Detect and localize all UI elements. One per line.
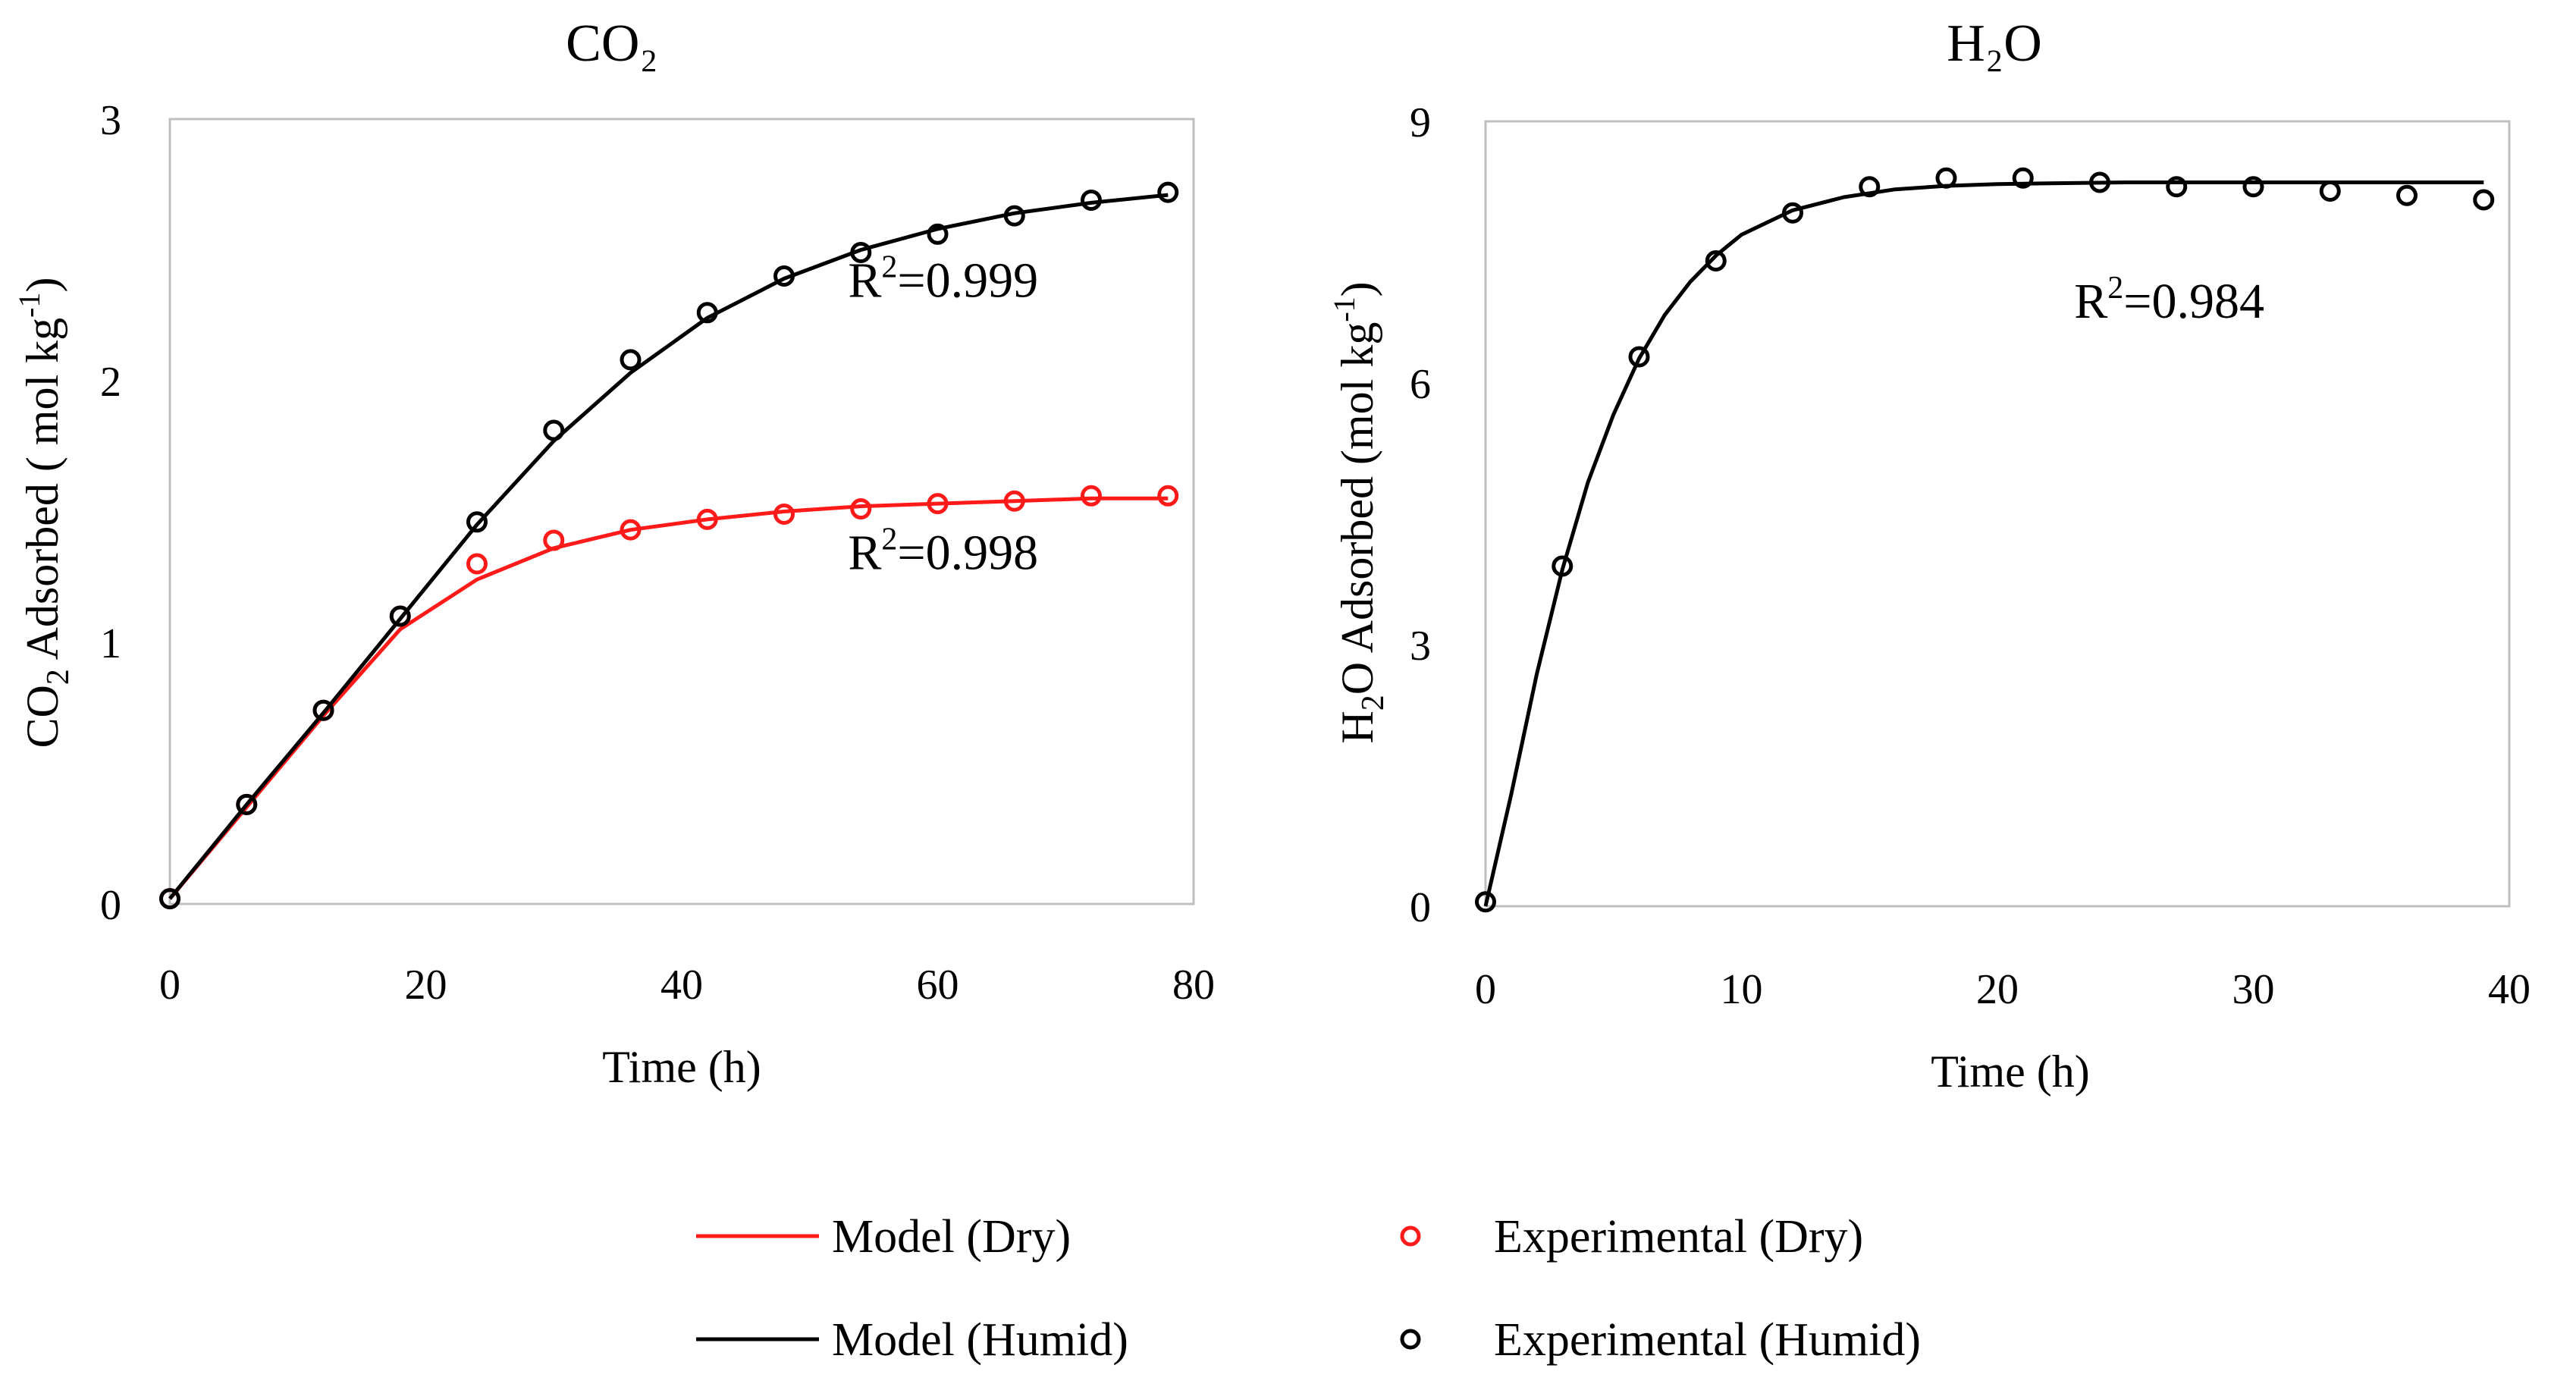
co2-experimental-dry-point — [850, 498, 872, 520]
h2o-x-tick-label: 40 — [2488, 966, 2531, 1013]
legend-item-model-humid: Model (Humid) — [696, 1314, 1128, 1366]
co2-experimental-humid-point — [620, 349, 642, 371]
h2o-chart: H₂O 0 3 6 9 0 10 20 30 40 R2=0.984 Time (h) H2O… — [1327, 14, 2531, 1097]
h2o-y-tick-label: 9 — [1410, 99, 1431, 146]
co2-experimental-points — [159, 181, 1179, 910]
h2o-x-axis-label: Time (h) — [1931, 1047, 2089, 1097]
co2-experimental-humid-point — [1003, 205, 1025, 227]
legend-label-model-dry: Model (Dry) — [832, 1211, 1071, 1263]
co2-model-humid-line — [168, 193, 1169, 900]
co2-experimental-humid-point — [927, 223, 949, 245]
co2-experimental-humid-point — [543, 419, 565, 441]
co2-x-tick-label: 0 — [159, 962, 180, 1009]
co2-annotations: R2=0.999 R2=0.998 — [848, 250, 1038, 581]
co2-x-tick-label: 60 — [917, 962, 959, 1009]
co2-experimental-dry-point — [773, 503, 795, 525]
h2o-experimental-humid-point — [1782, 202, 1803, 224]
co2-experimental-humid-point — [389, 605, 411, 627]
co2-model-dry-line — [168, 496, 1169, 900]
co2-x-tick-label: 20 — [405, 962, 447, 1009]
co2-y-tick-label: 2 — [100, 359, 121, 406]
co2-experimental-dry-point — [927, 493, 949, 515]
h2o-experimental-humid-point — [2166, 176, 2188, 198]
h2o-experimental-humid-point — [1705, 250, 1727, 271]
h2o-x-tick-label: 30 — [2232, 966, 2275, 1013]
h2o-experimental-humid-point — [2089, 171, 2110, 193]
co2-plot-frame — [168, 118, 1195, 905]
co2-experimental-dry-point — [543, 529, 565, 551]
h2o-experimental-humid-point — [2319, 180, 2341, 202]
h2o-y-tick-label: 6 — [1410, 361, 1431, 408]
h2o-experimental-humid-point — [2396, 184, 2418, 206]
co2-experimental-humid-point — [850, 241, 872, 263]
h2o-x-tick-labels: 0 10 20 30 40 — [1475, 966, 2531, 1013]
legend-label-model-humid: Model (Humid) — [832, 1314, 1128, 1366]
h2o-r2-annotation: R2=0.984 — [2074, 271, 2264, 329]
h2o-experimental-humid-point — [1475, 891, 1496, 913]
co2-experimental-dry-point — [620, 519, 642, 541]
h2o-experimental-humid-point — [1935, 167, 1957, 189]
co2-x-tick-label: 80 — [1172, 962, 1215, 1009]
co2-experimental-humid-point — [312, 699, 334, 721]
legend-item-experimental-humid: Experimental (Humid) — [1400, 1314, 1921, 1366]
co2-y-tick-label: 0 — [100, 882, 121, 929]
co2-experimental-dry-point — [1081, 485, 1102, 507]
co2-y-tick-label: 1 — [100, 620, 121, 667]
h2o-y-axis-label: H2O Adsorbed (mol kg-1) — [1327, 281, 1391, 743]
co2-y-tick-label: 3 — [100, 97, 121, 144]
h2o-experimental-points — [1475, 167, 2495, 913]
h2o-experimental-humid-point — [1552, 555, 1574, 577]
h2o-x-tick-label: 0 — [1475, 966, 1496, 1013]
legend-item-experimental-dry: Experimental (Dry) — [1400, 1211, 1863, 1263]
co2-experimental-humid-point — [236, 793, 258, 815]
h2o-experimental-humid-point — [1628, 346, 1650, 368]
h2o-annotations: R2=0.984 — [2074, 271, 2264, 329]
co2-x-axis-label: Time (h) — [602, 1042, 761, 1092]
h2o-model-lines — [1483, 180, 2484, 907]
co2-chart: CO₂ 0 1 2 3 0 20 40 60 80 R2=0.999 R2=0.998 Time… — [12, 14, 1215, 1092]
h2o-experimental-humid-point — [2242, 176, 2264, 198]
h2o-plot-frame — [1484, 120, 2511, 908]
h2o-experimental-humid-point — [2012, 167, 2034, 189]
co2-experimental-dry-point — [1157, 485, 1179, 507]
co2-model-lines — [168, 193, 1169, 900]
h2o-experimental-humid-point — [1859, 176, 1881, 198]
co2-r2-annotation: R2=0.999 — [848, 250, 1038, 309]
legend-label-experimental-humid: Experimental (Humid) — [1494, 1314, 1921, 1366]
co2-y-tick-labels: 0 1 2 3 — [100, 97, 121, 929]
h2o-experimental-humid-point — [2473, 189, 2495, 211]
co2-x-tick-labels: 0 20 40 60 80 — [159, 962, 1215, 1009]
co2-chart-title: CO₂ — [566, 14, 658, 73]
h2o-chart-title: H₂O — [1947, 14, 2042, 73]
legend-marker-dry — [1400, 1225, 1421, 1247]
legend-marker-humid — [1400, 1329, 1421, 1350]
co2-experimental-dry-point — [466, 553, 488, 575]
h2o-x-tick-label: 20 — [1976, 966, 2019, 1013]
h2o-y-tick-labels: 0 3 6 9 — [1410, 99, 1431, 931]
co2-x-tick-label: 40 — [660, 962, 703, 1009]
legend: Model (Dry) Experimental (Dry) Model (Hu… — [696, 1211, 1921, 1366]
h2o-x-tick-label: 10 — [1721, 966, 1763, 1013]
legend-label-experimental-dry: Experimental (Dry) — [1494, 1211, 1863, 1263]
co2-experimental-humid-point — [1157, 181, 1179, 203]
co2-experimental-humid-point — [466, 511, 488, 533]
legend-item-model-dry: Model (Dry) — [696, 1211, 1071, 1263]
co2-experimental-dry-point — [1003, 490, 1025, 512]
co2-experimental-dry-point — [696, 508, 718, 530]
co2-experimental-humid-point — [159, 888, 180, 910]
co2-r2-annotation: R2=0.998 — [848, 522, 1038, 580]
h2o-y-tick-label: 0 — [1410, 884, 1431, 931]
co2-experimental-humid-point — [696, 302, 718, 324]
co2-experimental-humid-point — [1081, 189, 1102, 211]
h2o-y-tick-label: 3 — [1410, 623, 1431, 670]
h2o-model-humid-line — [1483, 180, 2484, 907]
co2-y-axis-label: CO2 Adsorbed ( mol kg-1) — [12, 278, 76, 748]
co2-experimental-humid-point — [773, 265, 795, 287]
